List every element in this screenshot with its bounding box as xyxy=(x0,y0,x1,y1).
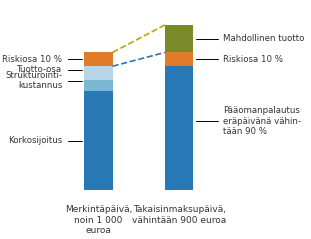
Text: Tuotto-osa: Tuotto-osa xyxy=(17,65,81,74)
Text: Strukturointi-
kustannus: Strukturointi- kustannus xyxy=(5,71,81,90)
Bar xyxy=(84,66,113,80)
Text: Pääomanpalautus
eräpäivänä vähin-
tään 90 %: Pääomanpalautus eräpäivänä vähin- tään 9… xyxy=(196,106,301,136)
Text: Riskiosa 10 %: Riskiosa 10 % xyxy=(2,55,81,64)
Text: Takaisinmaksupäivä,
vähintään 900 euroa: Takaisinmaksupäivä, vähintään 900 euroa xyxy=(132,205,226,225)
Bar xyxy=(165,52,193,66)
Bar xyxy=(165,25,193,52)
Bar xyxy=(165,66,193,190)
Bar xyxy=(84,80,113,91)
Bar xyxy=(84,91,113,190)
Text: Riskiosa 10 %: Riskiosa 10 % xyxy=(196,55,283,64)
Text: Merkintäpäivä,
noin 1 000
euroa: Merkintäpäivä, noin 1 000 euroa xyxy=(65,205,132,235)
Text: Korkosijoitus: Korkosijoitus xyxy=(8,136,81,145)
Text: Mahdollinen tuotto: Mahdollinen tuotto xyxy=(196,34,305,43)
Bar xyxy=(84,52,113,66)
